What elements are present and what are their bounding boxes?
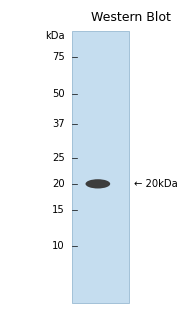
Text: kDa: kDa [45, 31, 65, 40]
FancyBboxPatch shape [72, 31, 129, 303]
Text: 25: 25 [52, 153, 65, 163]
Text: 37: 37 [52, 119, 65, 129]
Text: 15: 15 [52, 205, 65, 215]
Text: 10: 10 [52, 241, 65, 251]
Ellipse shape [86, 179, 110, 188]
Text: Western Blot: Western Blot [91, 11, 171, 24]
Text: 75: 75 [52, 52, 65, 62]
Text: 50: 50 [52, 89, 65, 99]
Text: ← 20kDa: ← 20kDa [134, 179, 178, 189]
Text: 20: 20 [52, 179, 65, 189]
